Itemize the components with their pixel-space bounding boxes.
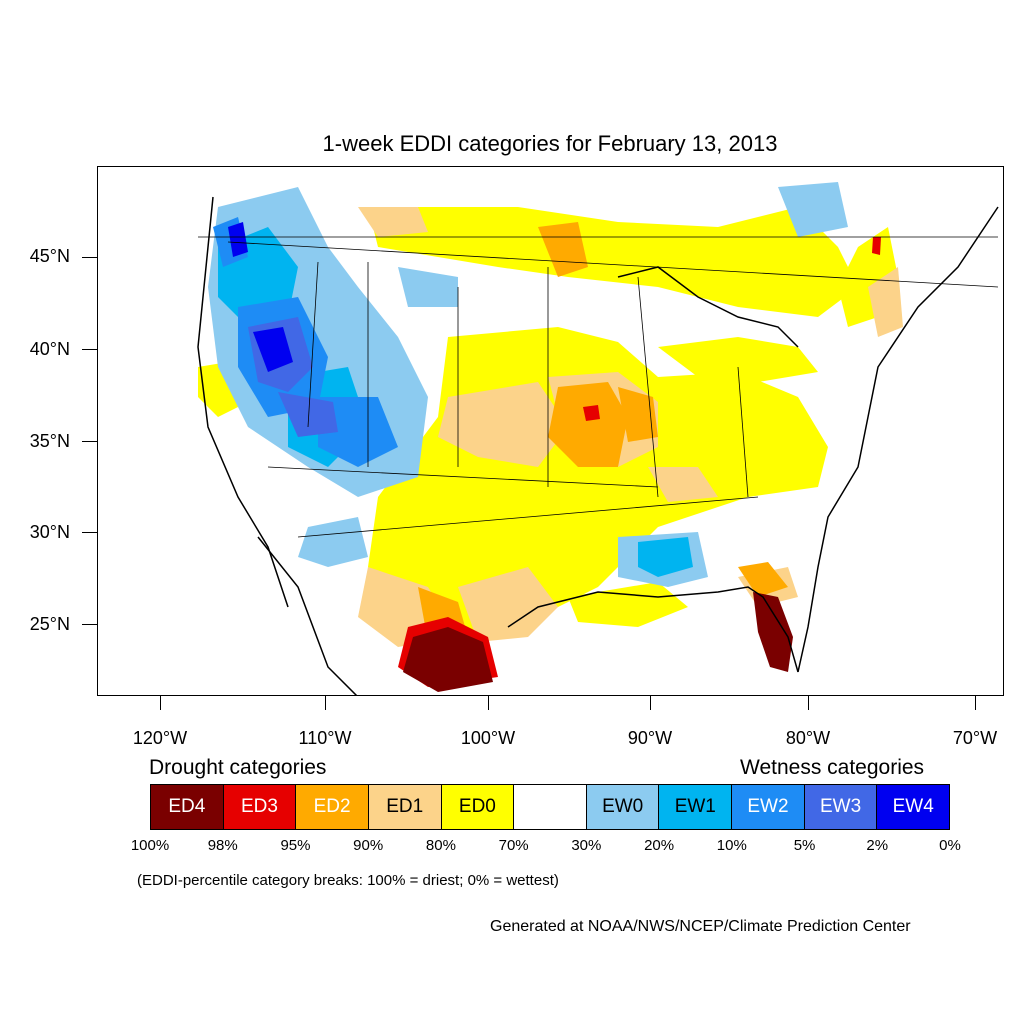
map-title: 1-week EDDI categories for February 13, … <box>322 131 778 156</box>
legend-cell-ed1: ED1 <box>368 785 442 829</box>
break-label: 20% <box>644 837 675 854</box>
lon-tick <box>160 696 161 710</box>
lon-tick <box>650 696 651 710</box>
lon-label-120: 120°W <box>132 728 188 748</box>
lat-label-40: 40°N <box>29 339 70 359</box>
lon-label-70: 70°W <box>952 728 998 748</box>
legend-cell-ed4: ED4 <box>151 785 224 829</box>
coastline-lines <box>197 196 999 695</box>
break-label: 70% <box>498 837 529 854</box>
break-label: 98% <box>207 837 238 854</box>
lon-tick <box>975 696 976 710</box>
legend-cell-ew2: EW2 <box>732 785 805 829</box>
wetness-heading: Wetness categories <box>740 756 925 779</box>
legend-cell-ew0: EW0 <box>586 785 660 829</box>
credit: Generated at NOAA/NWS/NCEP/Climate Predi… <box>490 918 911 935</box>
lon-label-110: 110°W <box>298 728 352 748</box>
lat-tick <box>82 349 97 350</box>
legend-cell-ew1: EW1 <box>659 785 733 829</box>
lon-tick <box>808 696 809 710</box>
break-label: 0% <box>939 837 961 854</box>
legend-cell-ed2: ED2 <box>296 785 369 829</box>
break-label: 2% <box>866 837 889 854</box>
lat-tick <box>82 624 97 625</box>
eddi-map <box>98 167 1003 695</box>
lat-tick <box>82 257 97 258</box>
drought-heading: Drought categories <box>149 756 327 779</box>
ed4-region <box>403 592 793 692</box>
break-label: 5% <box>793 837 816 854</box>
ed2-region <box>418 222 788 642</box>
legend-cell-ew4: EW4 <box>877 785 950 829</box>
break-label: 10% <box>716 837 747 854</box>
legend-cell-ed3: ED3 <box>223 785 297 829</box>
legend-cell-ed0: ED0 <box>441 785 515 829</box>
ew4-region <box>228 222 293 372</box>
legend-bar: ED4 ED3 ED2 ED1 ED0 EW0 EW1 EW2 EW3 EW4 <box>150 784 950 830</box>
lon-label-90: 90°W <box>627 728 673 748</box>
break-label: 90% <box>353 837 384 854</box>
lon-label-80: 80°W <box>785 728 831 748</box>
lon-tick <box>325 696 326 710</box>
lon-label-100: 100°W <box>460 728 516 748</box>
break-label: 100% <box>130 837 170 854</box>
lat-tick <box>82 532 97 533</box>
break-label: 80% <box>425 837 456 854</box>
lat-label-25: 25°N <box>29 614 70 634</box>
legend-cell-neutral <box>514 785 587 829</box>
map-frame <box>97 166 1004 696</box>
legend-cell-ew3: EW3 <box>804 785 878 829</box>
breaks-note: (EDDI-percentile category breaks: 100% =… <box>137 872 559 889</box>
break-label: 95% <box>280 837 311 854</box>
lat-tick <box>82 441 97 442</box>
lat-label-45: 45°N <box>29 246 70 266</box>
lat-label-30: 30°N <box>29 522 70 542</box>
lat-label-35: 35°N <box>29 431 70 451</box>
break-label: 30% <box>571 837 602 854</box>
lon-tick <box>488 696 489 710</box>
